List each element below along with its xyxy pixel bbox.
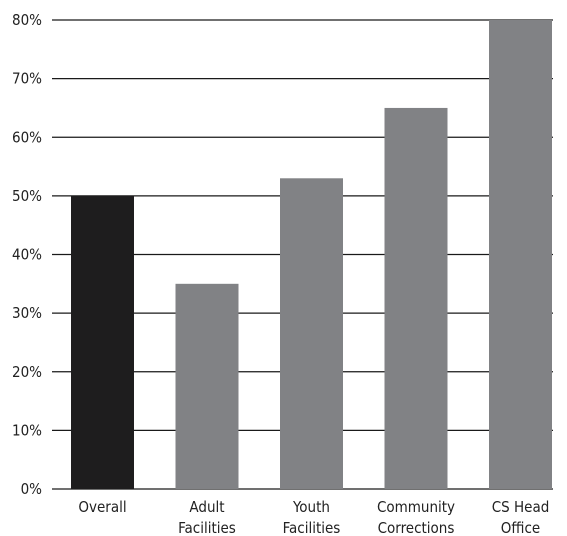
bar (280, 178, 343, 489)
x-tick-label: Adult (189, 498, 224, 516)
x-tick-label: Overall (78, 498, 126, 516)
y-tick-label: 20% (12, 363, 42, 381)
y-tick-label: 10% (12, 421, 42, 439)
y-tick-label: 0% (21, 480, 43, 498)
x-tick-label: Office (501, 519, 540, 536)
x-tick-label: Corrections (378, 519, 455, 536)
y-tick-label: 70% (12, 70, 42, 88)
x-tick-label: Community (377, 498, 455, 516)
bar (384, 107, 448, 489)
y-tick-label: 40% (12, 246, 42, 264)
x-tick-label: Facilities (283, 519, 341, 536)
y-tick-label: 80% (12, 11, 42, 29)
bar (175, 283, 239, 489)
x-axis: Overall Adult Facilities Youth Facilities Com… (78, 498, 549, 536)
bars (71, 20, 552, 489)
x-tick-label: Facilities (178, 519, 236, 536)
y-tick-label: 60% (12, 128, 42, 146)
y-axis: 0% 10% 20% 30% 40% 50% 60% 70% 80% (12, 11, 42, 498)
x-tick-label: CS Head (492, 498, 550, 516)
y-tick-label: 30% (12, 304, 42, 322)
y-tick-label: 50% (12, 187, 42, 205)
bar (489, 20, 552, 489)
x-tick-label: Youth (292, 498, 330, 516)
bar (71, 195, 134, 489)
